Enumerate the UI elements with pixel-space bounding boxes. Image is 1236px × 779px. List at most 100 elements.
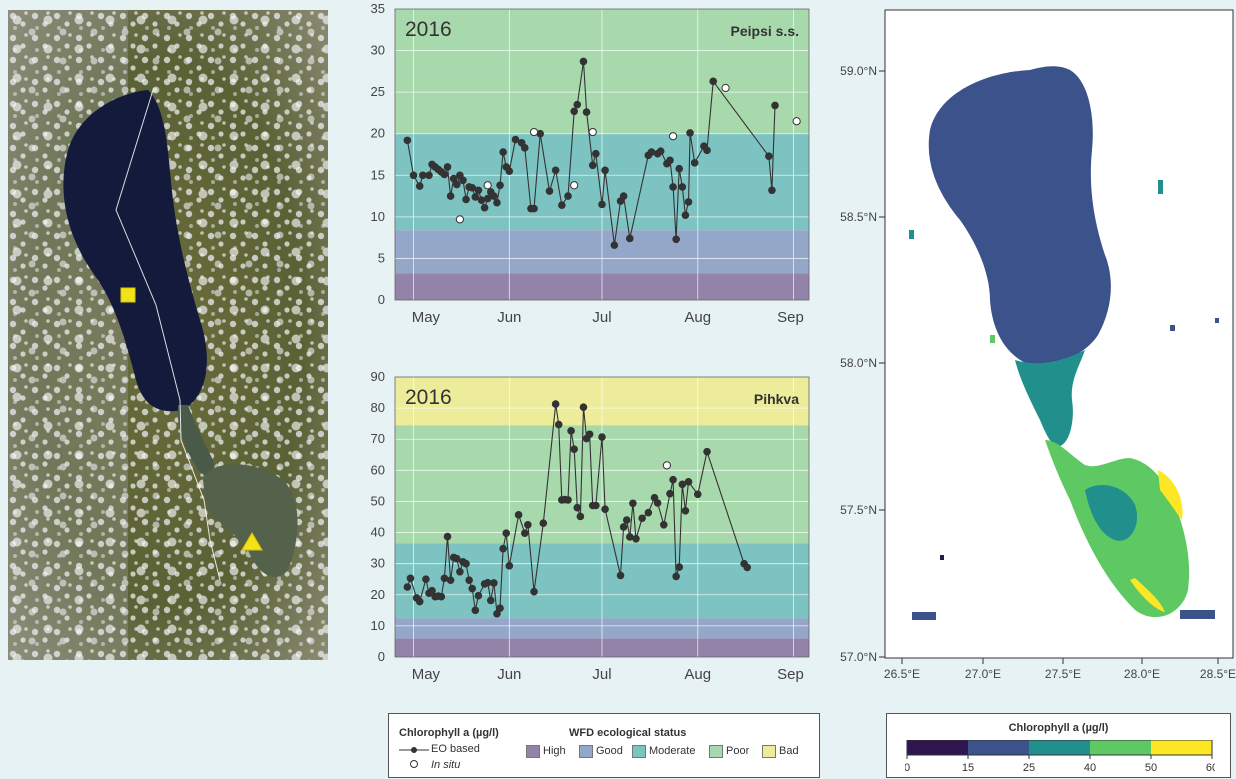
eo-point [686, 129, 694, 137]
y-tick-label: 35 [371, 1, 385, 16]
eo-point [425, 171, 433, 180]
eo-point [468, 183, 477, 192]
eo-point [539, 519, 548, 528]
eo-point [490, 579, 498, 587]
y-tick-label: 5 [378, 250, 385, 265]
y-tick-label: 10 [371, 209, 385, 224]
eo-point [601, 166, 609, 175]
legend-moderate: Moderate [649, 745, 696, 757]
eo-point [632, 534, 640, 543]
eo-point [493, 609, 501, 618]
eo-point [524, 520, 532, 529]
y-tick-label: 15 [371, 167, 385, 182]
eo-point [672, 572, 680, 581]
eo-point [520, 529, 529, 537]
legend-eo-label: EO based [431, 743, 480, 755]
colorbar-bin [1029, 740, 1090, 755]
border-line [115, 89, 221, 581]
eo-point [440, 170, 449, 179]
insitu-point [588, 127, 597, 137]
map-small-lake [912, 612, 936, 620]
legend-high: High [543, 745, 566, 757]
eo-point [545, 187, 554, 195]
eo-point [419, 171, 427, 180]
eo-point [588, 161, 597, 170]
x-tick-label: Sep [777, 309, 804, 326]
colorbar: 0 15 25 40 50 60 [905, 740, 1215, 774]
map-y-tick-label: 59.0°N [840, 64, 877, 78]
y-tick-label: 0 [378, 292, 385, 307]
eo-point [675, 164, 684, 173]
eo-point [415, 597, 424, 606]
y-tick-label: 10 [371, 618, 385, 633]
lake-peipsi [63, 90, 207, 412]
eo-point [666, 489, 674, 498]
eo-point [564, 496, 572, 504]
year-label: 2016 [405, 18, 452, 41]
eo-point [610, 241, 619, 249]
eo-marker-icon [399, 747, 429, 753]
eo-point [502, 529, 511, 537]
eo-point [743, 563, 752, 572]
eo-point [703, 447, 711, 456]
eo-point [598, 433, 606, 441]
colorbar-legend: Chlorophyll a (µg/l) 0 15 25 40 50 60 [886, 713, 1231, 778]
peipsi-chart: 05101520253035MayJunJulAugSepOct2016Peip… [360, 0, 893, 335]
eo-point [483, 578, 492, 587]
y-tick-label: 20 [371, 126, 385, 141]
map-pihkva-bad-east [1158, 470, 1183, 520]
eo-point [468, 584, 477, 593]
eo-point [499, 148, 507, 156]
eo-point [449, 174, 458, 183]
eo-point [598, 200, 606, 209]
eo-point [653, 499, 662, 507]
eo-point [496, 604, 504, 612]
eo-point [629, 499, 637, 508]
eo-point [626, 533, 634, 541]
x-tick-label: Sep [777, 666, 804, 683]
eo-point [471, 193, 480, 201]
eo-point [530, 204, 538, 213]
eo-point [672, 235, 680, 244]
eo-point [570, 445, 578, 453]
eo-point [496, 181, 504, 190]
eo-point [678, 480, 687, 489]
swatch-good [579, 745, 593, 758]
insitu-point [483, 181, 492, 190]
legend-good: Good [596, 745, 623, 757]
eo-point [564, 192, 572, 200]
pihkva-chart: 0102030405060708090MayJunJulAugSepOct201… [360, 368, 893, 688]
eo-point [576, 512, 585, 521]
eo-point [465, 576, 473, 584]
colorbar-title: Chlorophyll a (µg/l) [1008, 722, 1109, 734]
y-tick-label: 70 [371, 431, 385, 446]
map-x-tick-label: 28.0°E [1124, 667, 1160, 681]
y-tick-label: 25 [371, 84, 385, 99]
eo-point [669, 475, 677, 484]
eo-point [709, 77, 718, 86]
station-label: Pihkva [754, 391, 799, 407]
eo-point [551, 400, 560, 408]
colorbar-tick-label: 60 [1206, 762, 1215, 774]
eo-point [474, 591, 483, 600]
eo-point [443, 532, 452, 541]
insitu-point [455, 215, 464, 224]
map-pihkva-bad-south [1130, 578, 1165, 612]
eo-point [459, 176, 467, 185]
insitu-point [668, 132, 678, 141]
eo-point [570, 107, 578, 116]
x-tick-label: May [412, 309, 441, 326]
map-x-tick-label: 26.5°E [884, 667, 920, 681]
eo-point [659, 520, 668, 529]
eo-point [626, 234, 634, 243]
eo-point [462, 559, 470, 568]
map-y-tick-label: 57.0°N [840, 650, 877, 664]
insitu-point [721, 83, 730, 93]
y-tick-label: 50 [371, 493, 385, 508]
eo-point [681, 506, 690, 515]
map-small-lake [990, 335, 995, 343]
eo-point [579, 57, 588, 66]
eo-point [493, 198, 501, 207]
station-label: Peipsi s.s. [731, 23, 799, 39]
eo-point [514, 511, 523, 519]
